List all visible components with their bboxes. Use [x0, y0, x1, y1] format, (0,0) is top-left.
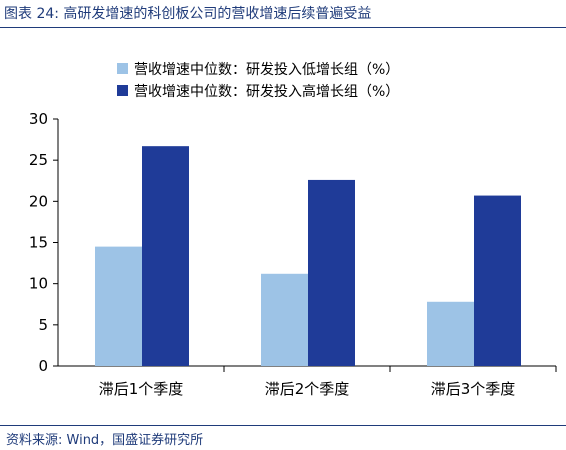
- y-tick-label: 25: [29, 151, 48, 169]
- legend-swatch-1: [117, 63, 128, 74]
- x-category-label: 滞后3个季度: [431, 380, 516, 398]
- x-category-label: 滞后1个季度: [99, 380, 184, 398]
- legend-swatch-2: [117, 85, 128, 96]
- bar-low-growth-q1: [95, 246, 142, 366]
- y-tick-label: 5: [38, 316, 48, 334]
- source-note: 资料来源: Wind，国盛证券研究所: [6, 433, 204, 448]
- x-category-label: 滞后2个季度: [265, 380, 350, 398]
- y-tick-label: 30: [29, 110, 48, 128]
- legend-label-1: 营收增速中位数：研发投入低增长组（%）: [134, 62, 399, 78]
- bar-low-growth-q2: [261, 273, 308, 366]
- legend-label-2: 营收增速中位数：研发投入高增长组（%）: [134, 83, 399, 100]
- title-divider: [0, 27, 566, 28]
- bar-high-growth-q3: [474, 195, 521, 366]
- bar-chart: 营收增速中位数：研发投入低增长组（%） 营收增速中位数：研发投入高增长组（%） 0 5…: [29, 62, 557, 398]
- bar-high-growth-q1: [142, 146, 189, 366]
- y-tick-label: 20: [29, 192, 48, 210]
- y-tick-label: 10: [29, 275, 48, 293]
- chart-title: 图表 24: 高研发增速的科创板公司的营收增速后续普遍受益: [4, 6, 372, 22]
- y-tick-label: 15: [29, 234, 48, 252]
- y-tick-label: 0: [38, 357, 48, 375]
- source-divider: [0, 425, 566, 426]
- bar-high-growth-q2: [308, 179, 355, 366]
- bar-low-growth-q3: [427, 301, 474, 366]
